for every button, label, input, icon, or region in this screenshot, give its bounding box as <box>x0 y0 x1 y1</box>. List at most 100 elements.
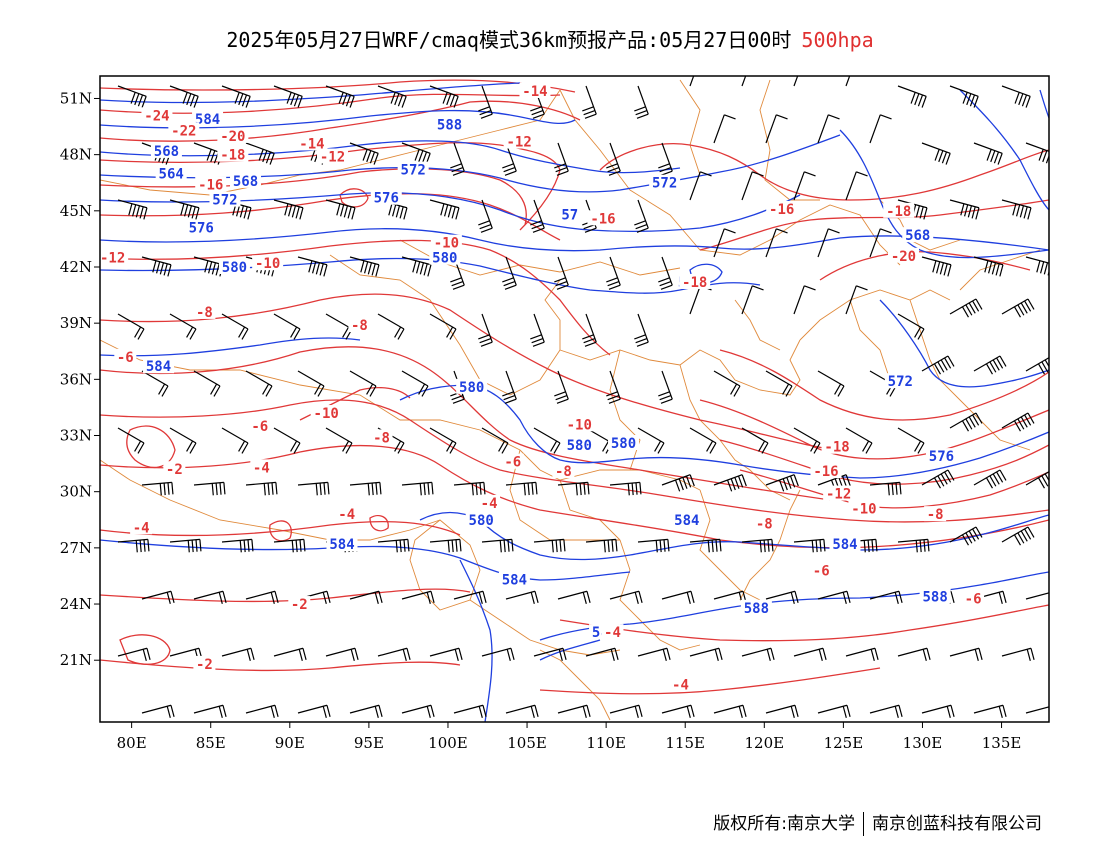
wind-barb <box>921 142 951 154</box>
lat-tick-label: 27N <box>60 539 92 557</box>
wind-barb-feather <box>415 261 421 274</box>
wind-barb-feather <box>367 262 373 275</box>
wind-barb-feather <box>608 284 621 290</box>
wind-barb-feather <box>443 204 449 217</box>
wind-barb-feather <box>758 440 766 452</box>
wind-barb-feather <box>614 648 619 660</box>
wind-barb-feather <box>363 261 369 274</box>
wind-barb <box>741 647 772 657</box>
map-title: 2025年05月27日WRF/cmaq模式36km预报产品:05月27日00时 5… <box>0 24 1100 53</box>
wind-barb-feather <box>453 96 459 108</box>
wind-barb-feather <box>319 483 322 496</box>
temperature-contour-label-bg <box>601 624 624 640</box>
height-contour-label: 588 <box>922 590 947 606</box>
wind-barb-feather <box>965 418 973 430</box>
wind-barb-feather <box>987 261 993 274</box>
lat-tick-label: 51N <box>60 89 92 107</box>
wind-barb-feather <box>219 482 222 495</box>
wind-barb <box>557 256 569 286</box>
height-contour-label-bg <box>370 189 402 205</box>
wind-barb-feather <box>507 539 510 552</box>
wind-barb-feather <box>998 706 1003 718</box>
latitude-axis: 21N 24N 27N 30N 33N 36N 39N 42N 45N 48N 51N <box>60 89 100 669</box>
wind-barb-feather <box>562 648 567 660</box>
wind-barb-feather <box>782 478 788 491</box>
wind-barb-feather <box>894 592 899 604</box>
wind-barb-feather <box>366 150 372 163</box>
wind-barb-feather <box>1027 412 1035 424</box>
wind-barb-feather <box>1042 150 1048 163</box>
wind-barb <box>817 474 847 486</box>
wind-barb-feather <box>813 442 821 454</box>
wind-barb-feather <box>182 92 188 104</box>
wind-barb-feather <box>663 539 666 552</box>
wind-barb-feather <box>972 528 980 540</box>
wind-barb-feather <box>818 649 823 661</box>
wind-barb-feather <box>295 540 298 553</box>
wind-barb-feather <box>554 277 566 283</box>
wind-barb-feather <box>449 94 456 107</box>
wind-barb-feather <box>938 150 944 163</box>
wind-barb-feather <box>898 705 903 717</box>
wind-barb-feather <box>239 540 242 553</box>
wind-barb <box>273 199 304 209</box>
height-contour-label-bg <box>150 142 182 158</box>
temperature-contour-label: -18 <box>682 275 707 291</box>
title-main: 2025年05月27日WRF/cmaq模式36km预报产品:05月27日00时 <box>226 28 792 52</box>
wind-barb-feather <box>975 526 983 538</box>
wind-barb-feather <box>804 58 815 62</box>
wind-barb-feather <box>965 532 973 544</box>
wind-barb-feather <box>634 106 646 112</box>
height-contour-label-bg <box>919 588 951 604</box>
wind-barb <box>689 538 720 543</box>
wind-barb-feather <box>210 150 216 163</box>
wind-barb-feather <box>139 540 142 553</box>
wind-barb-feather <box>863 540 866 553</box>
wind-barb <box>713 590 744 600</box>
wind-barb <box>689 285 701 315</box>
wind-barb-feather <box>972 300 980 312</box>
wind-barb <box>349 370 377 387</box>
wind-barb-feather <box>367 483 370 496</box>
temperature-contour-label-bg <box>114 348 137 364</box>
wind-barb-feather <box>786 477 792 489</box>
wind-barb-feather <box>606 163 618 169</box>
wind-barb-feather <box>455 207 460 220</box>
wind-barb <box>193 481 224 486</box>
wind-barb-feather <box>660 284 673 290</box>
wind-barb <box>349 704 380 714</box>
wind-barb <box>481 85 493 115</box>
wind-barb-feather <box>639 482 642 495</box>
wind-barb-feather <box>690 591 695 603</box>
wind-barb-feather <box>210 383 218 395</box>
wind-barb-feather <box>933 477 941 489</box>
temperature-contour-label-bg <box>248 418 271 434</box>
temperature-contour-label: -20 <box>220 129 245 145</box>
height-contour-label: 584 <box>832 537 857 553</box>
wind-barb-feather <box>139 206 144 219</box>
wind-barb <box>169 85 199 97</box>
wind-barb-feather <box>887 483 890 496</box>
lon-tick-label: 120E <box>745 734 785 752</box>
lat-tick-label: 42N <box>60 258 92 276</box>
wind-barb-feather <box>421 151 428 164</box>
wind-barb-feather <box>511 539 514 552</box>
wind-barb <box>117 427 145 444</box>
wind-barb-feather <box>556 170 569 176</box>
wind-barb-feather <box>451 206 456 219</box>
wind-barb <box>245 142 275 154</box>
wind-barb-feather <box>143 539 146 552</box>
temperature-contour-label-bg <box>810 463 842 479</box>
wind-barb-feather <box>531 223 544 230</box>
wind-barb <box>585 313 597 343</box>
temperature-contour-label: -10 <box>314 406 339 422</box>
wind-barb-feather <box>419 483 422 496</box>
wind-barb-feather <box>195 207 200 220</box>
wind-barb-feather <box>478 334 490 340</box>
wind-barb <box>273 313 301 330</box>
wind-barb <box>713 370 741 387</box>
lon-tick-label: 125E <box>824 734 864 752</box>
wind-barb-feather <box>327 482 330 495</box>
wind-barb-feather <box>1024 414 1032 426</box>
height-contour-label-bg <box>326 536 358 552</box>
